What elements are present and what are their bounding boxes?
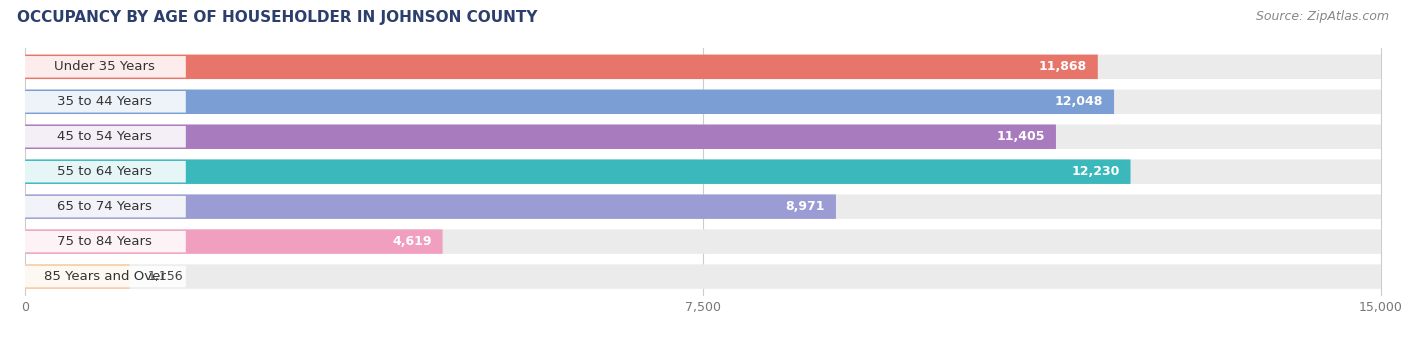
Text: 11,868: 11,868 <box>1039 60 1087 73</box>
FancyBboxPatch shape <box>25 194 1381 219</box>
Text: 1,156: 1,156 <box>148 270 183 283</box>
Text: 75 to 84 Years: 75 to 84 Years <box>58 235 152 248</box>
Text: 8,971: 8,971 <box>786 200 825 213</box>
Text: 11,405: 11,405 <box>997 130 1045 143</box>
FancyBboxPatch shape <box>25 159 1130 184</box>
Text: Under 35 Years: Under 35 Years <box>53 60 155 73</box>
Text: 4,619: 4,619 <box>392 235 432 248</box>
Text: OCCUPANCY BY AGE OF HOUSEHOLDER IN JOHNSON COUNTY: OCCUPANCY BY AGE OF HOUSEHOLDER IN JOHNS… <box>17 10 537 25</box>
Text: 85 Years and Over: 85 Years and Over <box>44 270 166 283</box>
FancyBboxPatch shape <box>22 56 186 78</box>
FancyBboxPatch shape <box>25 264 129 289</box>
Text: 65 to 74 Years: 65 to 74 Years <box>58 200 152 213</box>
FancyBboxPatch shape <box>25 89 1114 114</box>
Text: Source: ZipAtlas.com: Source: ZipAtlas.com <box>1256 10 1389 23</box>
FancyBboxPatch shape <box>25 230 1381 254</box>
FancyBboxPatch shape <box>25 124 1381 149</box>
FancyBboxPatch shape <box>25 55 1098 79</box>
FancyBboxPatch shape <box>25 89 1381 114</box>
FancyBboxPatch shape <box>22 91 186 113</box>
FancyBboxPatch shape <box>22 161 186 183</box>
Text: 12,230: 12,230 <box>1071 165 1119 178</box>
FancyBboxPatch shape <box>25 194 837 219</box>
FancyBboxPatch shape <box>25 55 1381 79</box>
Text: 45 to 54 Years: 45 to 54 Years <box>58 130 152 143</box>
FancyBboxPatch shape <box>22 231 186 252</box>
FancyBboxPatch shape <box>25 124 1056 149</box>
Text: 12,048: 12,048 <box>1054 95 1104 108</box>
Text: 35 to 44 Years: 35 to 44 Years <box>58 95 152 108</box>
FancyBboxPatch shape <box>25 264 1381 289</box>
FancyBboxPatch shape <box>25 230 443 254</box>
Text: 55 to 64 Years: 55 to 64 Years <box>58 165 152 178</box>
FancyBboxPatch shape <box>25 159 1381 184</box>
FancyBboxPatch shape <box>22 126 186 148</box>
FancyBboxPatch shape <box>22 196 186 217</box>
FancyBboxPatch shape <box>22 266 186 287</box>
